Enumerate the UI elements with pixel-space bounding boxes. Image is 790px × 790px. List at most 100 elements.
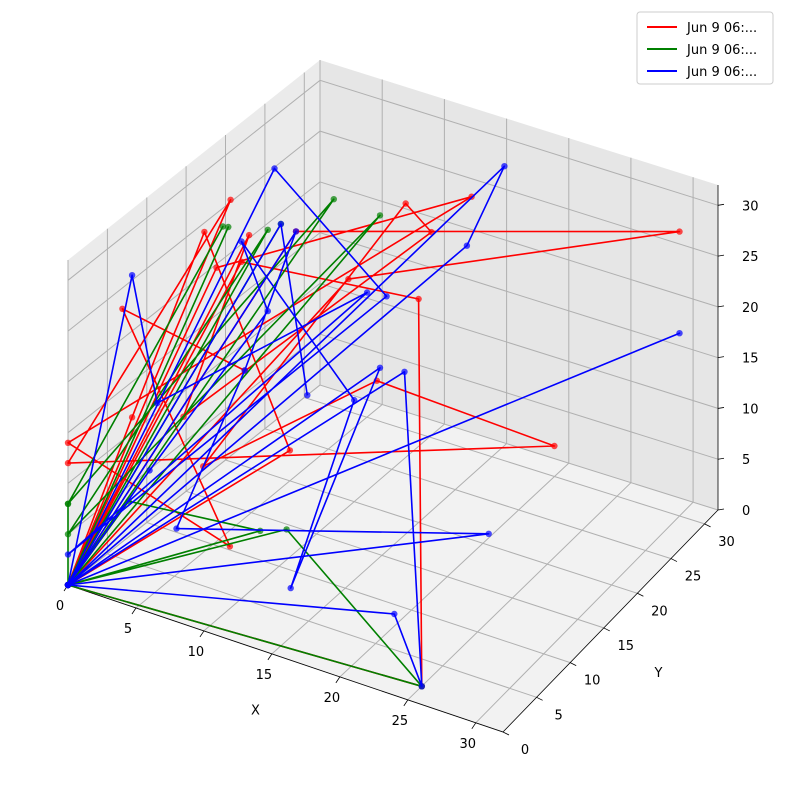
- z-tick-label: 10: [742, 402, 759, 417]
- x-tick: [471, 722, 477, 730]
- z-tick: [717, 508, 725, 511]
- y-tick-label: 10: [584, 674, 601, 689]
- data-point: [173, 525, 180, 532]
- data-point: [676, 228, 683, 235]
- data-point: [286, 447, 294, 454]
- z-grid-line: [67, 181, 719, 383]
- x-tick-label: 20: [324, 691, 341, 706]
- data-point: [241, 367, 248, 374]
- data-point: [238, 238, 245, 245]
- legend-label-2: Jun 9 06:...: [686, 43, 757, 58]
- data-point: [227, 196, 234, 203]
- data-point: [551, 442, 558, 450]
- y-tick: [502, 731, 510, 736]
- data-point: [345, 275, 352, 283]
- data-point: [64, 500, 72, 507]
- legend-box: [636, 11, 774, 85]
- z-tick: [717, 203, 725, 206]
- x-tick-label: 5: [124, 622, 132, 637]
- series-3: [64, 163, 683, 690]
- data-point: [146, 467, 153, 474]
- z-tick: [717, 407, 725, 409]
- x-tick: [199, 630, 205, 638]
- x-tick-label: 30: [460, 737, 477, 752]
- data-point: [418, 683, 425, 690]
- z-tick-label: 30: [742, 199, 759, 214]
- data-point: [401, 368, 408, 375]
- z-grid-line: [67, 130, 719, 332]
- x-axis-line: [67, 584, 504, 733]
- x-axis-label: X: [251, 704, 260, 719]
- data-point: [330, 196, 337, 203]
- data-point: [351, 396, 358, 404]
- y-tick-label: 25: [685, 570, 702, 585]
- z-tick: [717, 457, 725, 460]
- data-point: [292, 228, 300, 235]
- data-point: [201, 228, 208, 236]
- x-tick-label: 10: [188, 645, 205, 660]
- x-tick: [403, 699, 409, 707]
- data-point: [485, 530, 492, 537]
- x-tick: [131, 607, 137, 615]
- y-tick: [704, 523, 711, 528]
- data-point: [238, 258, 245, 265]
- data-point: [283, 526, 290, 533]
- data-point: [219, 223, 227, 230]
- data-point: [501, 163, 508, 170]
- z-tick-label: 15: [742, 352, 759, 367]
- y-tick: [603, 627, 610, 632]
- data-point: [463, 242, 471, 249]
- legend-label-3: Jun 9 06:...: [686, 65, 757, 80]
- data-point: [245, 231, 253, 239]
- x-tick-label: 0: [56, 599, 64, 614]
- legend-label-1: Jun 9 06:...: [686, 21, 757, 36]
- data-point: [376, 364, 384, 371]
- left-wall-pane: [68, 60, 320, 585]
- x-tick: [335, 676, 341, 684]
- data-point: [154, 399, 161, 407]
- data-point: [363, 289, 371, 296]
- z-tick-label: 5: [742, 453, 750, 468]
- legend: Jun 9 06:... Jun 9 06:... Jun 9 06:...: [636, 11, 774, 85]
- data-point: [277, 220, 285, 228]
- data-point: [64, 439, 72, 446]
- y-tick-label: 15: [618, 639, 635, 654]
- y-tick: [570, 662, 577, 666]
- data-point: [128, 272, 136, 279]
- data-point: [391, 610, 398, 618]
- y-tick: [536, 696, 543, 701]
- data-point: [287, 584, 294, 592]
- z-tick: [717, 356, 725, 359]
- data-point: [64, 551, 72, 558]
- z-tick: [717, 254, 725, 257]
- y-tick-label: 5: [554, 708, 562, 723]
- data-point: [225, 223, 232, 231]
- data-point: [64, 581, 72, 589]
- z-tick-label: 25: [742, 250, 759, 265]
- z-tick-label: 0: [742, 504, 750, 519]
- x-tick-label: 15: [256, 668, 273, 683]
- y-tick: [670, 558, 678, 562]
- y-tick-label: 20: [651, 604, 668, 619]
- z-grid-line: [67, 79, 719, 281]
- tick-labels: 0 5 10 15 20 25 30 0 5 10 15 20 25 30 0 5 10 15 20 25 30: [56, 199, 759, 758]
- data-point: [271, 165, 278, 172]
- y-tick-label: 0: [521, 743, 529, 758]
- series-layer: [64, 163, 683, 690]
- data-point: [304, 392, 311, 399]
- data-point: [376, 212, 384, 219]
- data-point: [64, 459, 72, 467]
- z-tick: [717, 305, 725, 308]
- y-tick: [637, 592, 644, 597]
- data-point: [64, 531, 72, 538]
- data-point: [128, 414, 136, 421]
- data-point: [264, 226, 271, 233]
- x-tick-label: 25: [392, 714, 409, 729]
- data-point: [383, 293, 390, 300]
- z-tick-label: 20: [742, 301, 759, 316]
- y-axis-line: [502, 509, 719, 733]
- z-grid-line: [67, 384, 719, 586]
- data-point: [213, 264, 220, 271]
- data-point: [676, 330, 683, 337]
